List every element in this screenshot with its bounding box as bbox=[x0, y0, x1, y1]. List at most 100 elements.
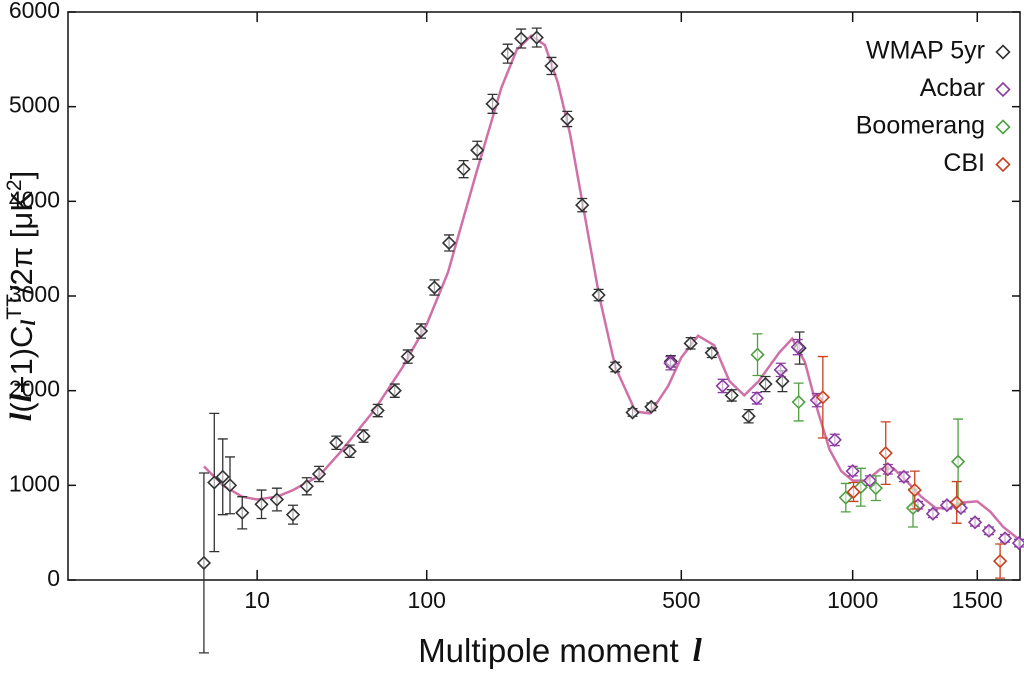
legend-label: WMAP 5yr bbox=[866, 37, 985, 65]
data-point bbox=[775, 374, 790, 389]
data-point bbox=[815, 390, 830, 405]
x-axis-label: Multipole moment l bbox=[418, 632, 702, 669]
plot-frame bbox=[67, 11, 1021, 581]
data-point bbox=[387, 383, 402, 398]
data-point bbox=[724, 388, 739, 403]
data-point bbox=[608, 359, 623, 375]
data-point bbox=[269, 492, 285, 507]
data-point bbox=[773, 362, 788, 377]
label-part: ( bbox=[4, 402, 39, 413]
data-point bbox=[370, 403, 385, 418]
data-point bbox=[950, 454, 966, 469]
label-part: 2 bbox=[3, 179, 26, 191]
legend-label: CBI bbox=[943, 149, 985, 177]
data-point bbox=[868, 481, 884, 496]
data-point bbox=[514, 31, 529, 46]
data-point bbox=[427, 280, 442, 295]
data-point bbox=[880, 462, 895, 477]
data-point bbox=[749, 391, 764, 406]
legend-marker bbox=[995, 156, 1011, 173]
data-point bbox=[644, 399, 659, 414]
data-point bbox=[704, 345, 719, 360]
data-point bbox=[827, 432, 842, 448]
label-part: +1)C bbox=[4, 326, 39, 394]
x-tick-label: 500 bbox=[662, 587, 700, 613]
legend-label: Boomerang bbox=[856, 112, 985, 140]
data-point bbox=[544, 58, 559, 74]
data-point bbox=[196, 555, 212, 571]
data-point bbox=[862, 473, 878, 488]
data-point bbox=[992, 553, 1008, 569]
data-point bbox=[485, 96, 500, 111]
data-point bbox=[715, 378, 730, 394]
data-point bbox=[500, 46, 515, 61]
data-point bbox=[529, 30, 544, 45]
data-point bbox=[663, 356, 678, 371]
x-tick-label: 1500 bbox=[952, 587, 1003, 613]
label-part: ] bbox=[4, 171, 39, 180]
data-point bbox=[791, 394, 806, 410]
data-point bbox=[456, 162, 471, 177]
data-point bbox=[215, 469, 230, 484]
data-point bbox=[790, 339, 805, 355]
data-point bbox=[846, 484, 861, 500]
data-point bbox=[878, 446, 893, 461]
label-part: l bbox=[16, 320, 40, 326]
data-point bbox=[413, 323, 429, 339]
data-point bbox=[285, 507, 301, 522]
label-part: /2π [μK bbox=[4, 191, 39, 294]
data-point bbox=[949, 495, 964, 510]
data-point bbox=[254, 497, 269, 512]
data-point bbox=[896, 469, 912, 484]
label-part: l bbox=[3, 393, 38, 402]
label-part: TT bbox=[3, 294, 26, 320]
label-part: l bbox=[693, 633, 703, 669]
label-part: Multipole moment bbox=[418, 632, 678, 669]
y-axis-label: l(l+1)ClTT/2π [μK2] bbox=[3, 171, 40, 421]
legend-label: Acbar bbox=[920, 74, 985, 102]
x-tick-label: 1000 bbox=[827, 587, 878, 613]
y-tick-label: 6000 bbox=[9, 0, 60, 23]
data-point bbox=[758, 376, 773, 392]
data-point bbox=[750, 347, 765, 362]
x-tick-label: 10 bbox=[244, 587, 270, 613]
data-point bbox=[741, 409, 756, 424]
data-point bbox=[683, 336, 698, 351]
y-tick-label: 3000 bbox=[9, 281, 60, 307]
data-point bbox=[845, 464, 860, 479]
data-point bbox=[235, 505, 250, 520]
y-tick-label: 2000 bbox=[9, 376, 60, 402]
x-tick-label: 100 bbox=[408, 587, 446, 613]
data-point bbox=[329, 435, 344, 450]
data-point bbox=[838, 490, 853, 505]
y-tick-label: 0 bbox=[47, 565, 60, 591]
legend-marker bbox=[995, 81, 1011, 98]
data-point bbox=[311, 466, 327, 482]
data-point bbox=[981, 523, 997, 538]
y-tick-label: 4000 bbox=[9, 186, 60, 212]
y-tick-label: 1000 bbox=[9, 470, 60, 496]
data-point bbox=[207, 475, 222, 490]
data-point bbox=[1011, 535, 1024, 551]
legend-marker bbox=[995, 119, 1011, 135]
data-point bbox=[299, 479, 314, 494]
data-point bbox=[222, 478, 238, 493]
data-point bbox=[575, 197, 590, 213]
data-point bbox=[625, 405, 640, 420]
data-point bbox=[905, 500, 921, 516]
data-point bbox=[853, 480, 868, 495]
data-point bbox=[967, 515, 983, 530]
data-point bbox=[356, 428, 371, 444]
legend-marker bbox=[995, 44, 1011, 60]
data-point bbox=[400, 349, 415, 364]
data-point bbox=[925, 506, 941, 521]
data-point bbox=[470, 143, 485, 158]
data-point bbox=[441, 235, 457, 251]
data-point bbox=[591, 287, 606, 303]
data-point bbox=[342, 444, 357, 459]
data-point bbox=[560, 111, 575, 127]
y-tick-label: 5000 bbox=[9, 92, 60, 118]
label-part: l bbox=[3, 412, 38, 421]
data-point bbox=[907, 482, 922, 498]
